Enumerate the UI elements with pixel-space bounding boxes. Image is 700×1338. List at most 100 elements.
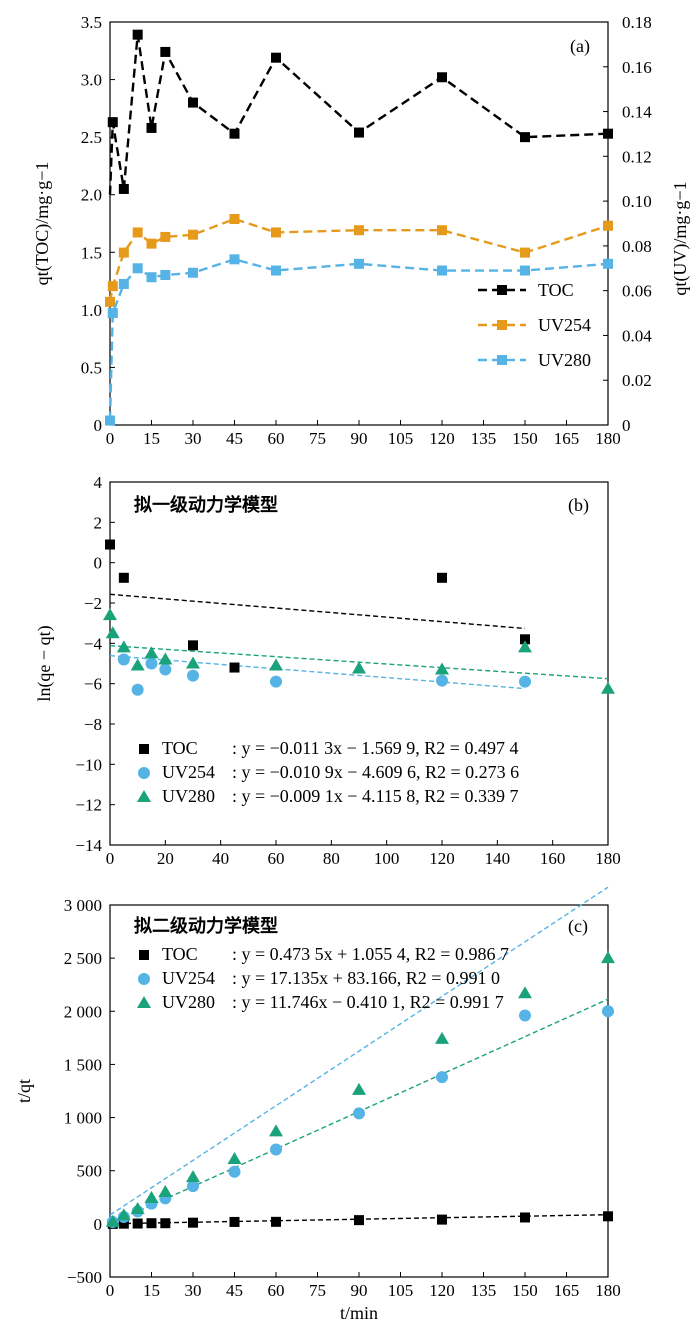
point-uv280 [601, 951, 615, 964]
y-tick-label: 2.0 [81, 186, 102, 205]
point-uv280 [271, 265, 281, 276]
panel-label: (a) [570, 36, 590, 57]
legend-label: UV254 [162, 762, 215, 782]
point-uv254 [228, 1165, 241, 1178]
point-uv254 [270, 1143, 282, 1156]
legend-equation: : y = −0.010 9x − 4.609 6, R2 = 0.273 6 [232, 762, 519, 782]
x-tick-label: 150 [512, 1281, 538, 1300]
x-tick-label: 165 [554, 1281, 580, 1300]
point-toc [603, 1211, 613, 1222]
x-axis-label: t/min [340, 1303, 378, 1323]
point-toc [229, 128, 240, 139]
y-tick-label: −4 [84, 634, 103, 653]
y-tick-label: 2 000 [64, 1002, 102, 1021]
point-uv280 [132, 263, 143, 274]
y-tick-label: 1 000 [64, 1109, 102, 1128]
point-toc [520, 634, 530, 645]
x-tick-label: 120 [429, 429, 455, 448]
point-toc [354, 1215, 364, 1226]
point-uv280 [229, 254, 240, 265]
x-tick-label: 120 [429, 1281, 455, 1300]
point-uv280 [520, 265, 530, 276]
point-uv254 [132, 227, 143, 238]
y-axis-label: qt(TOC)/mg·g−1 [32, 162, 53, 286]
x-tick-label: 60 [268, 1281, 285, 1300]
point-uv254 [107, 281, 118, 292]
point-uv280 [352, 661, 366, 674]
legend-marker [497, 320, 507, 330]
point-uv280 [116, 1208, 131, 1221]
x-tick-label: 165 [554, 429, 580, 448]
legend-marker [138, 973, 150, 985]
legend-equation: : y = 0.473 5x + 1.055 4, R2 = 0.986 7 [232, 944, 509, 964]
point-uv280 [118, 278, 129, 289]
point-uv280 [227, 1152, 242, 1165]
point-uv280 [188, 267, 198, 278]
x-tick-label: 90 [351, 1281, 368, 1300]
y-tick-label: 1.5 [81, 243, 102, 262]
legend-equation: : y = 17.135x + 83.166, R2 = 0.991 0 [232, 968, 500, 988]
point-uv254 [603, 220, 613, 231]
x-tick-label: 150 [512, 429, 538, 448]
y-tick-label: 3 000 [64, 896, 102, 915]
x-tick-label: 135 [471, 429, 497, 448]
point-uv254 [160, 231, 171, 242]
point-uv280 [435, 1031, 449, 1044]
series-line-toc [108, 34, 609, 195]
point-toc [188, 1217, 198, 1228]
y2-tick-label: 0.16 [622, 58, 652, 77]
legend-equation: : y = −0.009 1x − 4.115 8, R2 = 0.339 7 [232, 786, 518, 806]
point-toc [437, 72, 447, 83]
x-tick-label: 30 [185, 429, 202, 448]
point-toc [146, 122, 157, 133]
point-uv280 [146, 272, 157, 283]
y-tick-label: 1.0 [81, 301, 102, 320]
legend-label: UV280 [538, 350, 591, 370]
y-tick-label: 1 500 [64, 1055, 102, 1074]
legend-label: TOC [162, 738, 198, 758]
legend-label: UV280 [162, 992, 215, 1012]
point-uv280 [352, 1082, 366, 1095]
x-tick-label: 105 [388, 1281, 414, 1300]
point-uv280 [518, 640, 532, 653]
x-tick-label: 0 [106, 849, 115, 868]
point-toc [520, 1212, 530, 1223]
x-tick-label: 105 [388, 429, 414, 448]
point-uv280 [107, 308, 118, 319]
point-uv280 [160, 269, 171, 280]
y-tick-label: 3.0 [81, 71, 102, 90]
point-uv280 [105, 626, 120, 639]
point-uv280 [130, 658, 145, 671]
point-uv254 [105, 296, 115, 307]
legend-marker [137, 996, 151, 1008]
x-tick-label: 100 [374, 849, 400, 868]
plot-frame [109, 21, 609, 426]
point-uv280 [518, 986, 532, 999]
point-uv280 [186, 656, 200, 669]
y-tick-label: −6 [84, 675, 102, 694]
legend-marker [137, 790, 151, 802]
panel-label: (c) [568, 916, 588, 937]
y-axis-label: ln(qe − qt) [34, 625, 55, 701]
panel-label: (b) [568, 495, 589, 516]
y-tick-label: 0 [94, 416, 103, 435]
legend-label: TOC [162, 944, 198, 964]
x-tick-label: 15 [143, 1281, 160, 1300]
point-toc [229, 662, 240, 673]
x-tick-label: 60 [268, 849, 285, 868]
legend-marker [497, 285, 507, 295]
point-uv280 [269, 658, 283, 671]
y-axis-label: t/qt [14, 1079, 34, 1103]
x-tick-label: 75 [309, 429, 326, 448]
x-tick-label: 45 [226, 1281, 243, 1300]
y-tick-label: 0.5 [81, 358, 102, 377]
point-uv254 [436, 674, 448, 687]
point-uv254 [270, 675, 282, 688]
point-uv254 [520, 247, 530, 258]
point-toc [437, 1214, 447, 1225]
x-tick-label: 180 [595, 849, 621, 868]
y-tick-label: −8 [84, 715, 102, 734]
y-tick-label: 2 [94, 513, 103, 532]
fit-line-toc [109, 593, 526, 630]
